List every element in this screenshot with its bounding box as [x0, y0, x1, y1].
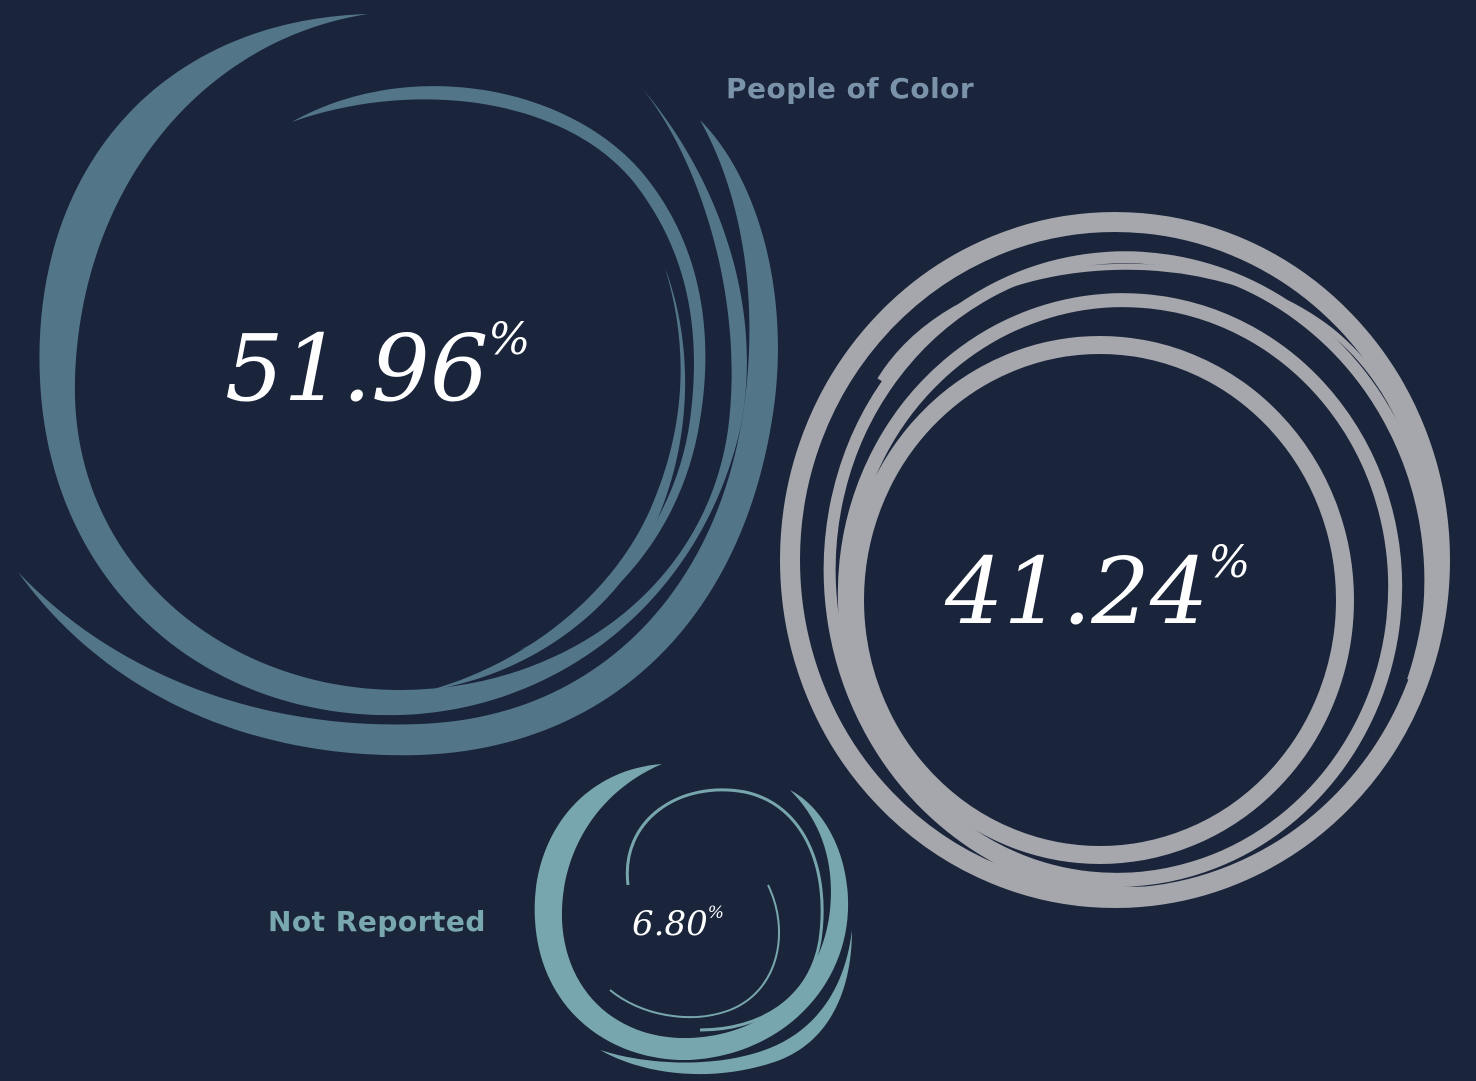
bubble-not-reported	[534, 764, 852, 1075]
value-poc: 51.96%	[225, 314, 530, 422]
nr-swirl-inner-2	[609, 884, 780, 1019]
gray-ring-3	[837, 293, 1403, 887]
value-not-reported: 6.80%	[632, 903, 724, 944]
bubble-gray	[780, 212, 1450, 908]
value-gray: 41.24%	[944, 537, 1250, 645]
label-not-reported: Not Reported	[268, 905, 486, 938]
gray-ring-4	[846, 336, 1354, 864]
label-people-of-color: People of Color	[726, 72, 975, 105]
nr-swirl-inner	[625, 788, 824, 1032]
nr-swirl-outer	[600, 930, 852, 1075]
gray-ring-5	[877, 263, 1433, 681]
